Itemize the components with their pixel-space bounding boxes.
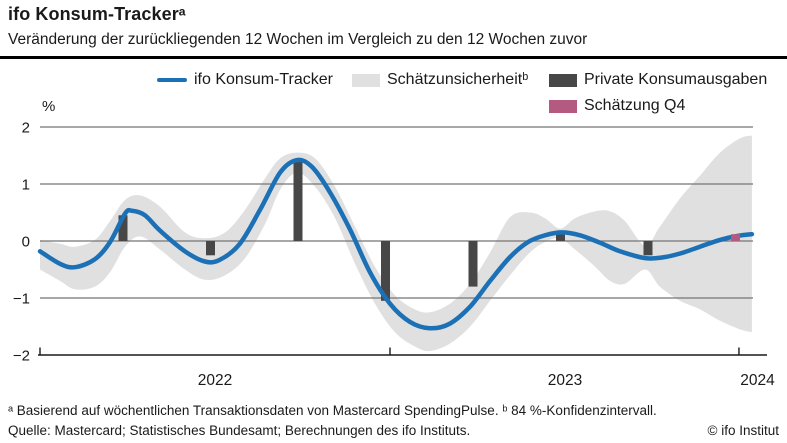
estimate-bar <box>731 234 740 241</box>
x-tick-label: 2024 <box>740 372 775 389</box>
y-tick-labels: 2 1 0 −1 −2 <box>13 120 30 365</box>
y-tick-label: −1 <box>13 291 30 308</box>
x-tick-label: 2023 <box>548 372 582 389</box>
legend-label-estimate: Schätzung Q4 <box>584 97 686 114</box>
consumption-bar <box>206 241 215 256</box>
consumption-bar <box>118 215 128 241</box>
y-tick-label: 2 <box>22 120 30 137</box>
tracker-line <box>37 157 755 331</box>
consumption-tracker-plot: 2 1 0 −1 −2 2022 2023 2024 <box>13 120 775 390</box>
legend-label-tracker: ifo Konsum-Tracker <box>194 71 333 88</box>
legend-label-uncertainty: Schätzunsicherheitᵇ <box>387 71 529 88</box>
estimate-bar-swatch-icon <box>549 99 577 113</box>
uncertainty-band-swatch-icon <box>352 73 380 87</box>
y-tick-label: −2 <box>13 348 30 365</box>
x-tick-label: 2022 <box>198 372 232 389</box>
y-tick-label: 0 <box>22 234 30 251</box>
x-tick-labels: 2022 2023 2024 <box>198 372 775 389</box>
consumption-bars <box>118 161 653 301</box>
legend-item-estimate: Schätzung Q4 <box>549 96 685 116</box>
legend-item-tracker: ifo Konsum-Tracker <box>157 70 333 90</box>
source-row: Quelle: Mastercard; Statistisches Bundes… <box>8 423 779 438</box>
source-note: Quelle: Mastercard; Statistisches Bundes… <box>8 423 471 438</box>
page-title: ifo Konsum-Trackerᵃ <box>8 4 186 24</box>
legend-label-consumption: Private Konsumausgaben <box>584 71 768 88</box>
consumption-bar-swatch-icon <box>549 73 577 87</box>
header-divider <box>0 56 787 59</box>
consumption-bar <box>643 241 653 256</box>
tracker-line-swatch-icon <box>157 77 187 83</box>
footnote: ᵃ Basierend auf wöchentlichen Transaktio… <box>8 403 657 418</box>
x-axis <box>38 347 767 356</box>
consumption-bar <box>468 241 478 287</box>
legend-item-consumption: Private Konsumausgaben <box>549 70 767 90</box>
legend-item-uncertainty: Schätzunsicherheitᵇ <box>352 70 528 90</box>
consumption-bar <box>556 233 565 241</box>
y-axis-unit-label: % <box>42 98 56 115</box>
consumption-bar <box>381 241 390 301</box>
consumption-bar <box>293 161 303 241</box>
page-subtitle: Veränderung der zurückliegenden 12 Woche… <box>8 31 588 48</box>
gridlines <box>40 126 753 299</box>
y-tick-label: 1 <box>22 177 30 194</box>
copyright-note: © ifo Institut <box>707 423 779 438</box>
